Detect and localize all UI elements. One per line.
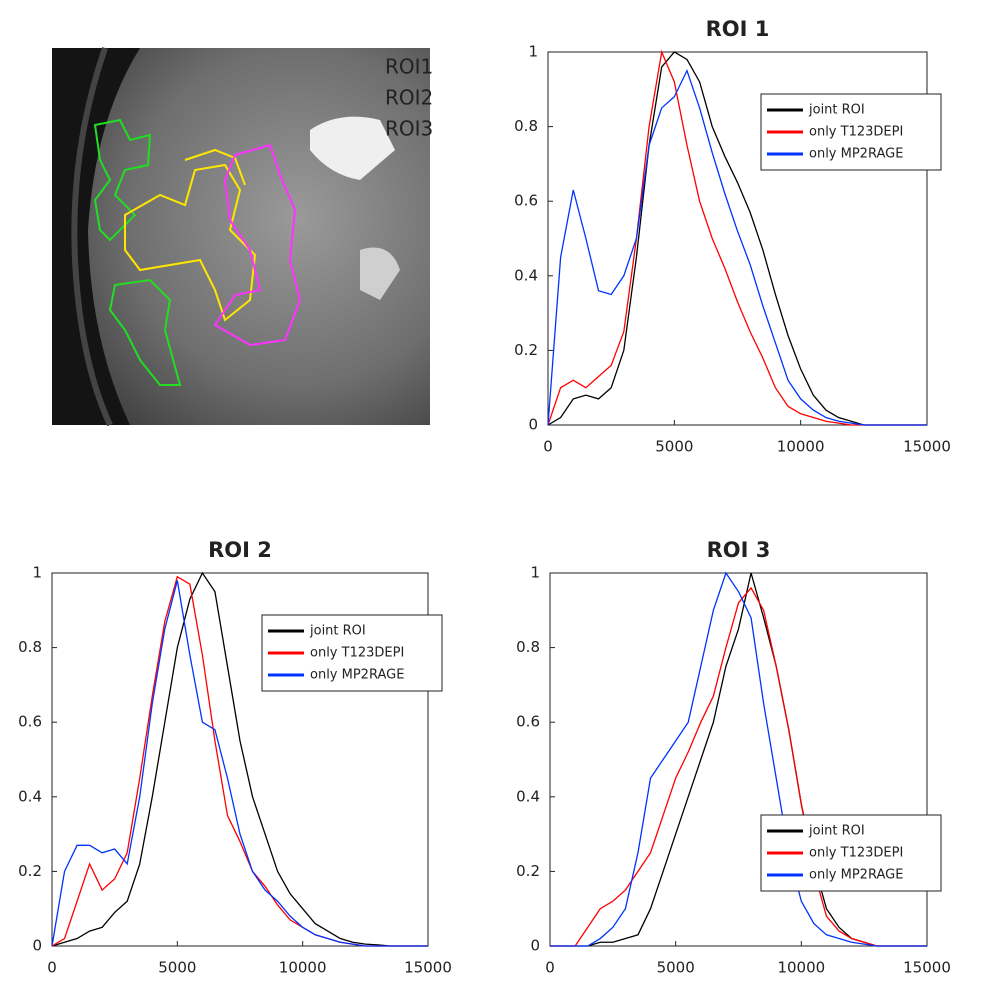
y-tick-label: 0 xyxy=(528,416,538,434)
legend-label: only T123DEPI xyxy=(809,846,903,861)
y-tick-label: 0.4 xyxy=(514,266,538,284)
y-tick-label: 1 xyxy=(530,564,540,582)
x-tick-label: 15000 xyxy=(404,959,452,977)
y-tick-label: 0.2 xyxy=(514,341,538,359)
x-tick-label: 10000 xyxy=(777,959,825,977)
mri-image xyxy=(52,48,430,425)
y-tick-label: 0.4 xyxy=(516,787,540,805)
chart-title: ROI 3 xyxy=(707,538,771,562)
x-tick-label: 0 xyxy=(47,959,57,977)
figure: ROI1ROI2ROI3ROI 100.20.40.60.81050001000… xyxy=(0,0,981,981)
legend-label: only MP2RAGE xyxy=(310,668,404,683)
x-tick-label: 5000 xyxy=(655,438,693,456)
legend-label: joint ROI xyxy=(808,824,865,839)
x-tick-label: 0 xyxy=(545,959,555,977)
y-tick-label: 0.2 xyxy=(516,862,540,880)
y-tick-label: 0.8 xyxy=(516,638,540,656)
y-tick-label: 0.4 xyxy=(18,787,42,805)
chart-title: ROI 1 xyxy=(706,17,770,41)
y-tick-label: 0 xyxy=(32,937,42,955)
y-tick-label: 0 xyxy=(530,937,540,955)
y-tick-label: 0.6 xyxy=(18,713,42,731)
y-tick-label: 0.8 xyxy=(18,638,42,656)
roi-label: ROI1 xyxy=(385,55,433,79)
x-tick-label: 5000 xyxy=(657,959,695,977)
x-tick-label: 15000 xyxy=(903,438,951,456)
x-tick-label: 10000 xyxy=(279,959,327,977)
x-tick-label: 15000 xyxy=(903,959,951,977)
y-tick-label: 0.2 xyxy=(18,862,42,880)
legend-label: only T123DEPI xyxy=(809,125,903,140)
y-tick-label: 1 xyxy=(32,564,42,582)
legend-label: joint ROI xyxy=(808,103,865,118)
y-tick-label: 0.6 xyxy=(516,713,540,731)
legend-label: joint ROI xyxy=(309,624,366,639)
y-tick-label: 1 xyxy=(528,43,538,61)
legend-label: only MP2RAGE xyxy=(809,868,903,883)
roi-label: ROI2 xyxy=(385,86,433,110)
chart-title: ROI 2 xyxy=(208,538,272,562)
x-tick-label: 0 xyxy=(543,438,553,456)
y-tick-label: 0.6 xyxy=(514,192,538,210)
y-tick-label: 0.8 xyxy=(514,117,538,135)
legend-label: only MP2RAGE xyxy=(809,147,903,162)
x-tick-label: 10000 xyxy=(777,438,825,456)
roi-label: ROI3 xyxy=(385,117,433,141)
x-tick-label: 5000 xyxy=(158,959,196,977)
legend-label: only T123DEPI xyxy=(310,646,404,661)
